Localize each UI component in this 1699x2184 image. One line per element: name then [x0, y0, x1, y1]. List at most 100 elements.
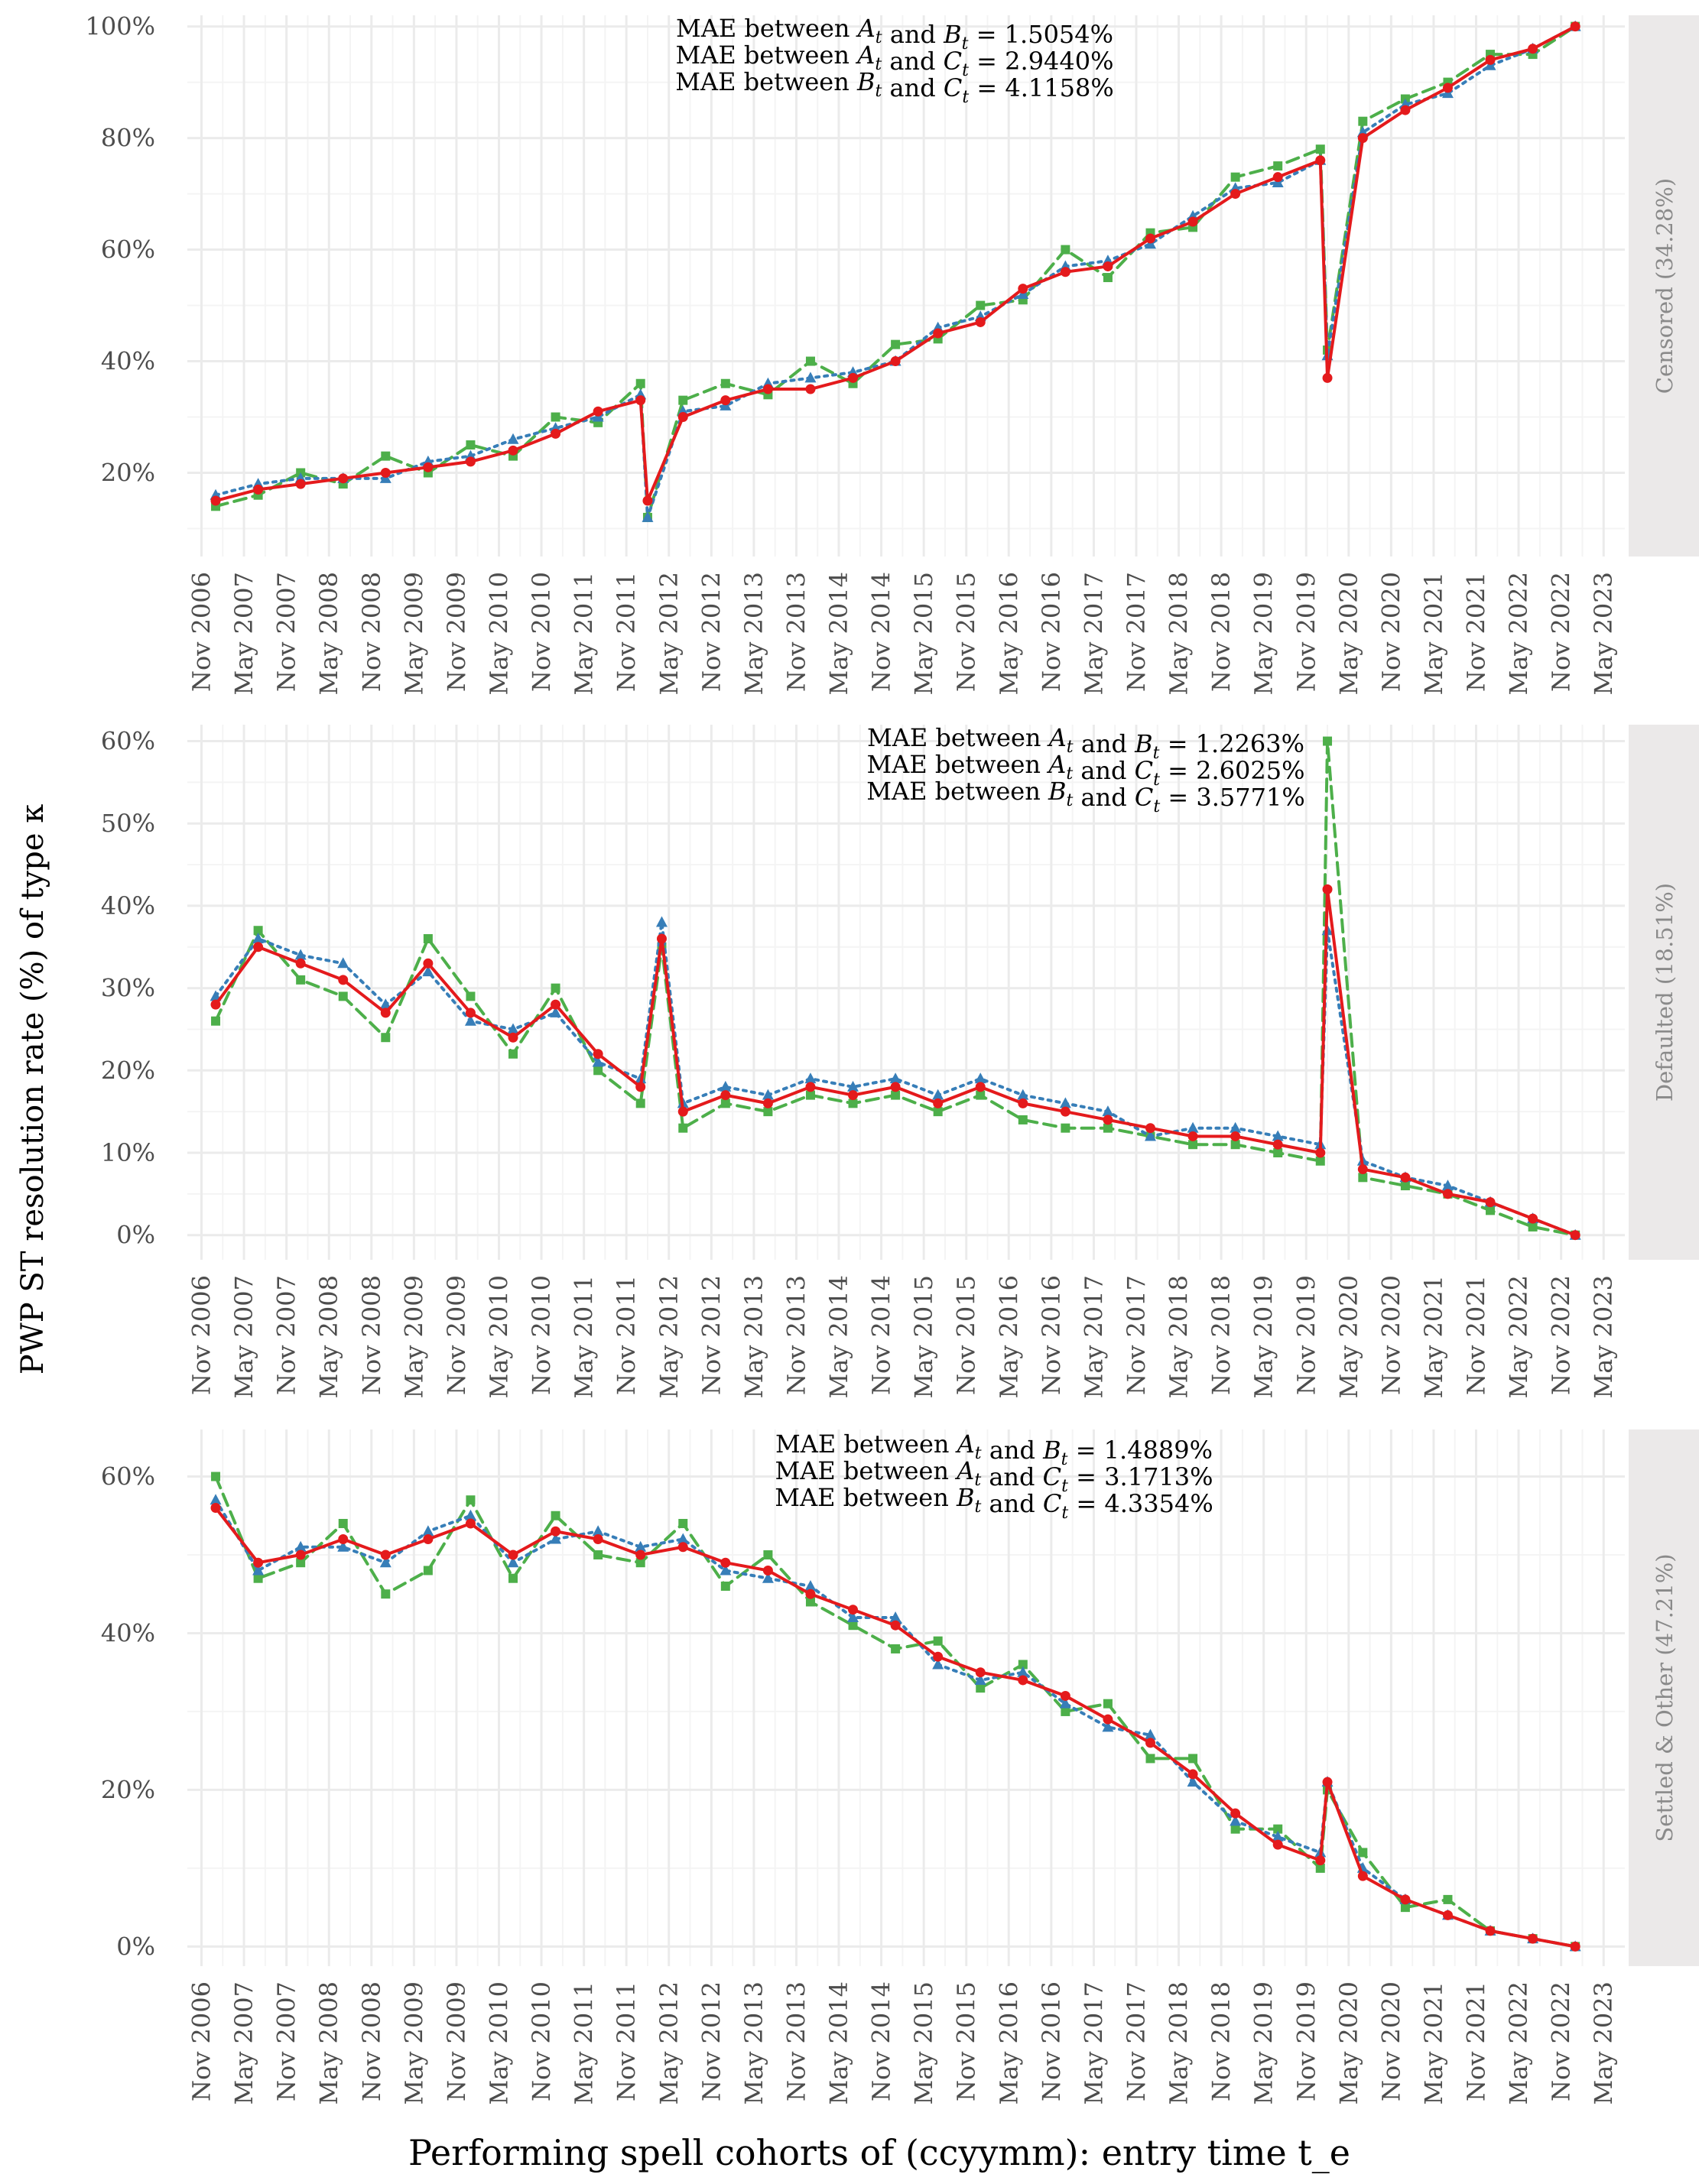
x-tick-label: Nov 2020 — [1376, 1981, 1405, 2101]
y-tick-label: 40% — [101, 347, 155, 376]
x-tick-label: May 2017 — [1079, 1981, 1108, 2105]
data-point — [1102, 1721, 1114, 1732]
data-point — [379, 1556, 391, 1568]
x-tick-label: Nov 2012 — [697, 1981, 726, 2101]
x-tick-label: May 2009 — [399, 572, 428, 696]
x-tick-label: May 2016 — [994, 1981, 1023, 2105]
data-point — [465, 1008, 476, 1018]
data-point — [466, 440, 476, 450]
data-point — [1400, 1903, 1410, 1913]
data-point — [295, 479, 306, 489]
data-point — [1060, 1106, 1070, 1117]
data-point — [1315, 1156, 1325, 1166]
data-point — [1322, 884, 1333, 894]
data-point — [210, 1502, 221, 1513]
data-point — [1528, 1933, 1538, 1944]
data-point — [1061, 1706, 1070, 1716]
data-point — [635, 378, 645, 388]
data-point — [1017, 1666, 1029, 1677]
data-point — [380, 1008, 391, 1018]
data-point — [720, 1098, 730, 1108]
y-tick-label: 0% — [116, 1932, 155, 1961]
data-point — [1103, 1123, 1113, 1133]
data-point — [551, 412, 560, 422]
data-point — [932, 1658, 944, 1670]
x-tick-label: May 2023 — [1589, 1275, 1618, 1399]
x-tick-label: May 2012 — [655, 572, 684, 696]
x-tick-label: May 2014 — [824, 572, 853, 696]
data-point — [1400, 1172, 1411, 1183]
data-point — [1443, 1894, 1453, 1904]
data-point — [551, 428, 561, 439]
data-point — [1187, 1776, 1199, 1787]
data-point — [635, 1540, 647, 1552]
data-point — [1059, 1097, 1071, 1108]
data-point — [976, 300, 986, 310]
data-point — [762, 1098, 773, 1108]
data-point — [1272, 172, 1283, 183]
facet-label: Settled & Other (47.21%) — [1652, 1553, 1678, 1842]
x-tick-label: May 2015 — [909, 572, 938, 696]
mae-text: MAE between At and Bt = 1.4889% — [775, 1429, 1213, 1469]
data-point — [295, 958, 306, 969]
y-tick-label: 0% — [116, 1221, 155, 1250]
mae-text: MAE between At and Ct = 2.9440% — [675, 41, 1113, 80]
data-point — [507, 433, 519, 444]
x-tick-label: Nov 2017 — [1122, 1275, 1151, 1395]
x-tick-label: May 2019 — [1249, 572, 1278, 696]
x-tick-label: May 2007 — [229, 1981, 258, 2105]
x-tick-label: May 2015 — [909, 1981, 938, 2105]
data-point — [635, 1550, 646, 1560]
data-point — [211, 1472, 221, 1481]
data-point — [423, 462, 434, 472]
x-tick-label: Nov 2011 — [612, 1981, 641, 2101]
x-tick-label: Nov 2014 — [867, 572, 896, 692]
data-point — [720, 378, 730, 388]
x-tick-label: May 2015 — [909, 1275, 938, 1399]
facet-panel: 0% 20% 40% 60% Nov 2006 May 2007 Nov 2007 May 2… — [101, 1429, 1699, 2105]
mae-text: MAE between At and Bt = 1.5054% — [676, 14, 1113, 54]
data-point — [508, 1550, 518, 1560]
data-point — [337, 1540, 349, 1552]
data-point — [465, 456, 476, 467]
data-point — [1441, 1180, 1454, 1191]
x-tick-label: May 2013 — [739, 572, 768, 696]
data-point — [1528, 1222, 1538, 1232]
data-point — [1357, 133, 1368, 144]
x-tick-label: Nov 2021 — [1462, 572, 1491, 692]
data-point — [1145, 1754, 1155, 1764]
x-tick-label: Nov 2014 — [867, 1981, 896, 2101]
data-point — [508, 1049, 518, 1059]
facet-panel: 20% 40% 60% 80% 100% Nov 2006 May 2007 Nov 2007… — [86, 12, 1699, 696]
data-point — [890, 1082, 901, 1092]
data-point — [1230, 1824, 1240, 1834]
x-tick-label: May 2007 — [229, 1275, 258, 1399]
data-point — [1103, 1699, 1113, 1709]
data-point — [1273, 1148, 1283, 1157]
data-point — [508, 445, 518, 456]
data-point — [1485, 1197, 1496, 1208]
x-tick-label: May 2008 — [314, 1275, 343, 1399]
x-tick-label: May 2022 — [1504, 1275, 1533, 1399]
x-tick-label: Nov 2022 — [1547, 572, 1576, 692]
facet-strip — [1629, 15, 1699, 557]
data-point — [1145, 1130, 1157, 1141]
data-point — [1315, 1855, 1326, 1866]
x-tick-label: Nov 2009 — [442, 1981, 471, 2101]
x-tick-label: May 2011 — [570, 1275, 599, 1399]
data-point — [1358, 1848, 1368, 1858]
x-tick-label: Nov 2007 — [272, 1981, 301, 2101]
data-point — [1230, 1140, 1240, 1150]
data-point — [507, 1023, 519, 1034]
y-tick-label: 60% — [101, 235, 155, 264]
x-tick-label: Nov 2021 — [1462, 1275, 1491, 1395]
series-line-B — [214, 920, 1577, 1237]
x-tick-label: Nov 2020 — [1376, 1275, 1405, 1395]
data-point — [1187, 216, 1198, 227]
x-tick-label: Nov 2022 — [1547, 1981, 1576, 2101]
x-tick-label: Nov 2009 — [442, 1275, 471, 1395]
data-point — [1272, 1830, 1284, 1842]
data-point — [1273, 1824, 1283, 1834]
x-tick-label: May 2010 — [484, 572, 513, 696]
data-point — [508, 1032, 518, 1043]
